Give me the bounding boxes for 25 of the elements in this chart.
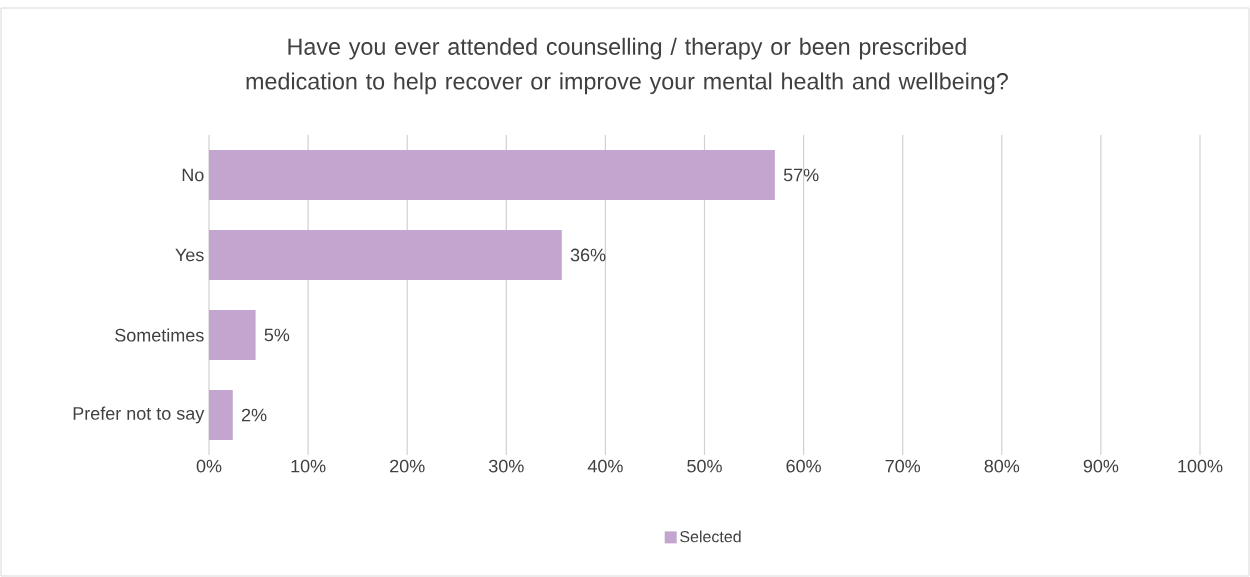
text: 2% xyxy=(241,408,267,422)
bar xyxy=(209,310,256,360)
text: 5% xyxy=(264,328,290,342)
y-tick-label: Sometimes xyxy=(115,328,204,342)
x-tick-label: 80% xyxy=(984,459,1020,473)
bar xyxy=(209,230,562,280)
x-tick-label: 90% xyxy=(1083,459,1119,473)
chart-title: Have you ever attended counselling / therapy or been prescribed medication to help recover or improve your mental health and wellbeing? xyxy=(246,37,1008,95)
bar xyxy=(209,389,233,440)
y-tick-label: No xyxy=(182,168,204,182)
x-tick-label: 70% xyxy=(885,459,921,473)
text: 57% xyxy=(783,168,819,182)
y-tick-label: Prefer not to say xyxy=(73,406,205,424)
x-tick-label: 0% xyxy=(196,459,222,473)
x-tick-label: 30% xyxy=(488,459,524,473)
x-tick-label: 40% xyxy=(587,459,623,473)
y-tick-label: Yes xyxy=(175,248,204,262)
legend-label: Selected xyxy=(680,530,741,543)
x-tick-label: 60% xyxy=(786,459,821,473)
bar xyxy=(209,149,775,200)
x-tick-label: 100% xyxy=(1178,459,1223,473)
text: 36% xyxy=(570,248,606,262)
x-tick-label: 20% xyxy=(390,459,425,473)
x-tick-label: 50% xyxy=(687,459,722,473)
x-tick-label: 10% xyxy=(291,459,326,473)
